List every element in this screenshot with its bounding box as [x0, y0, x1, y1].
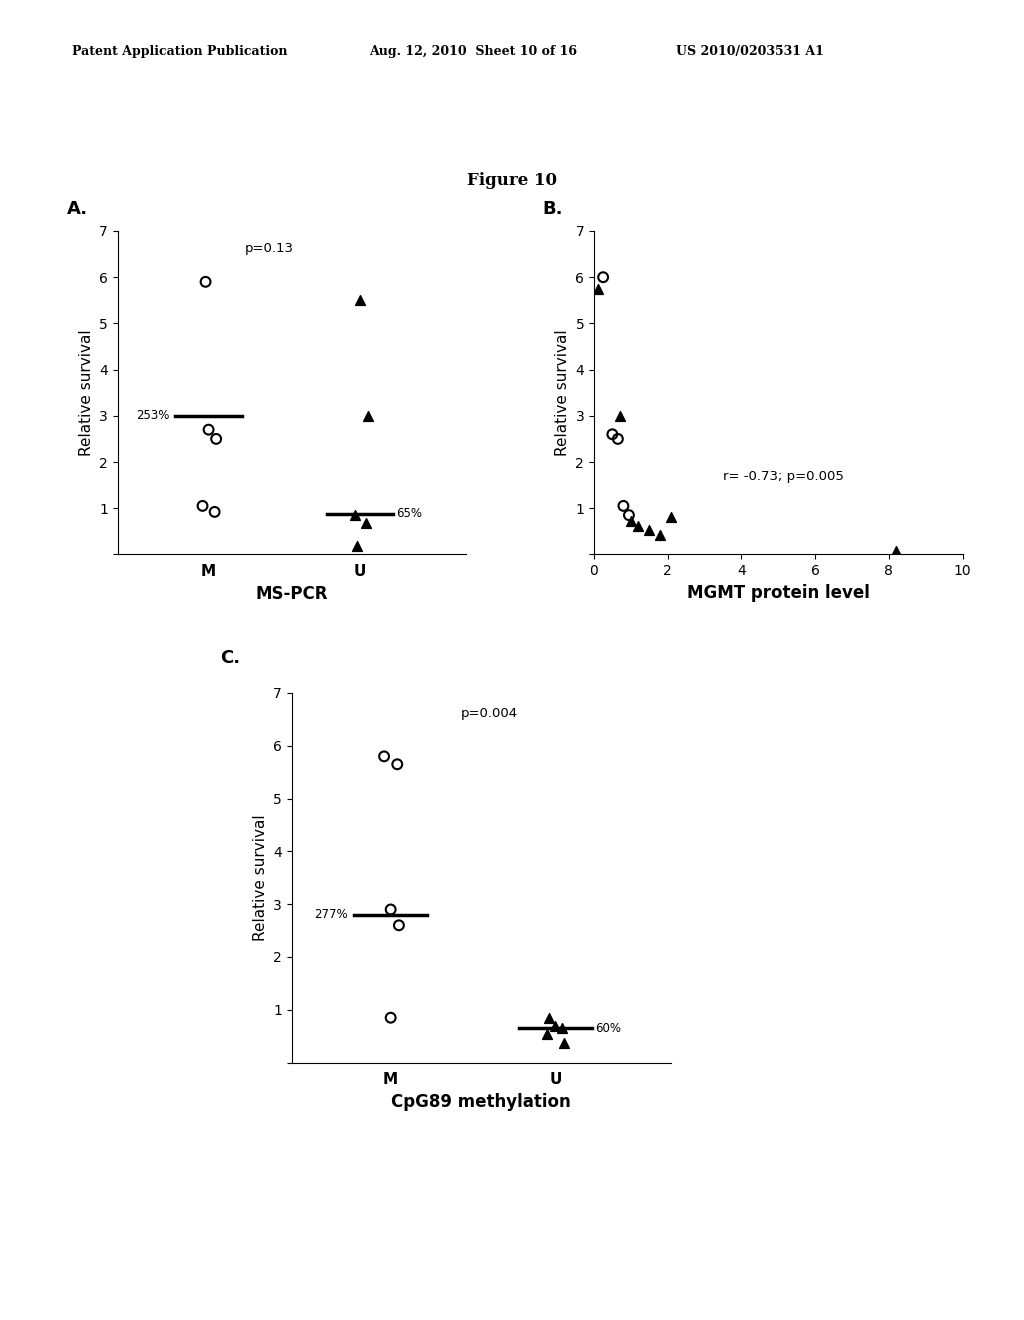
Point: [630, 515, 646, 536]
Text: Patent Application Publication: Patent Application Publication: [72, 45, 287, 58]
Point: [595, 267, 611, 288]
Point: [604, 424, 621, 445]
Point: [555, 1032, 571, 1053]
Point: [389, 754, 406, 775]
Point: [359, 405, 376, 426]
Point: [652, 524, 669, 545]
Point: [357, 512, 374, 533]
Text: p=0.13: p=0.13: [245, 242, 294, 255]
Text: A.: A.: [67, 199, 88, 218]
Text: 253%: 253%: [136, 409, 169, 422]
Point: [590, 279, 606, 300]
Text: C.: C.: [220, 648, 241, 667]
X-axis label: MS-PCR: MS-PCR: [256, 585, 328, 603]
Point: [664, 506, 680, 527]
Y-axis label: Relative survival: Relative survival: [253, 814, 267, 941]
Point: [349, 536, 366, 557]
Point: [391, 915, 408, 936]
X-axis label: MGMT protein level: MGMT protein level: [687, 583, 869, 602]
Point: [208, 428, 224, 449]
Text: 65%: 65%: [396, 507, 422, 520]
Point: [347, 504, 364, 525]
Point: [539, 1023, 555, 1044]
Text: Figure 10: Figure 10: [467, 172, 557, 189]
Point: [609, 428, 626, 449]
Text: r= -0.73; p=0.005: r= -0.73; p=0.005: [723, 470, 844, 483]
Point: [554, 1018, 570, 1039]
Text: Aug. 12, 2010  Sheet 10 of 16: Aug. 12, 2010 Sheet 10 of 16: [369, 45, 577, 58]
Point: [623, 511, 639, 532]
Text: 60%: 60%: [595, 1022, 621, 1035]
Point: [376, 746, 392, 767]
Point: [383, 1007, 399, 1028]
Point: [207, 502, 223, 523]
Text: p=0.004: p=0.004: [461, 706, 518, 719]
Point: [201, 420, 217, 441]
Point: [888, 540, 904, 561]
Point: [547, 1015, 563, 1036]
Text: 277%: 277%: [314, 908, 348, 921]
Point: [195, 495, 211, 516]
X-axis label: CpG89 methylation: CpG89 methylation: [391, 1093, 571, 1111]
Point: [621, 504, 637, 525]
Point: [541, 1007, 557, 1028]
Text: B.: B.: [543, 199, 563, 218]
Point: [352, 290, 369, 312]
Point: [615, 495, 632, 516]
Y-axis label: Relative survival: Relative survival: [79, 330, 93, 455]
Point: [641, 520, 657, 541]
Y-axis label: Relative survival: Relative survival: [555, 330, 569, 455]
Point: [198, 271, 214, 292]
Point: [611, 405, 628, 426]
Text: US 2010/0203531 A1: US 2010/0203531 A1: [676, 45, 823, 58]
Point: [383, 899, 399, 920]
